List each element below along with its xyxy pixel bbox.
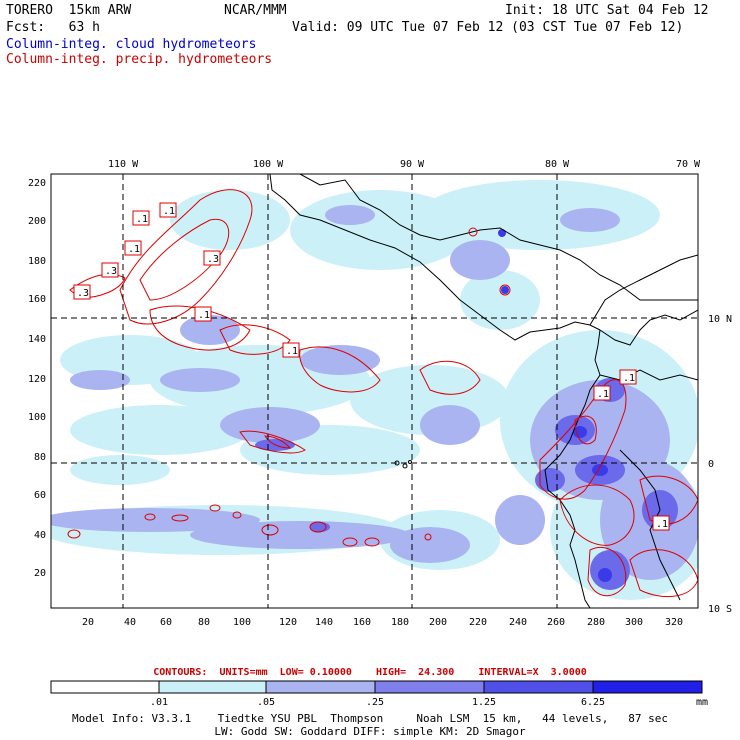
colorbar-segment [50,680,160,694]
field-cloud-title: Column-integ. cloud hydrometeors [6,37,257,52]
contour-interval: INTERVAL=X 3.0000 [478,667,587,678]
map-frame [50,173,699,609]
contour-label-boxes: .1 .1 .1 .3 .3 .3 .1 .1 .1 .1 .1 [73,202,670,531]
x-tick: 40 [124,617,136,628]
x-tick: 60 [160,617,172,628]
colorbar-segment [483,680,594,694]
contour-label: .1 [286,346,298,357]
contour-label: .1 [623,373,635,384]
x-tick: 220 [469,617,487,628]
colorbar-label: 1.25 [472,697,496,708]
model-name: TORERO [6,3,53,18]
field-precip-title: Column-integ. precip. hydrometeors [6,52,273,67]
contour-label: .1 [136,214,148,225]
colorbar-segment [265,680,376,694]
colorbar: .01 .05 .25 1.25 6.25 mm [50,680,708,708]
lon-label: 90 W [400,159,425,170]
fcst-label: Fcst: [6,20,46,35]
contour-units: CONTOURS: UNITS=mm LOW= 0.10000 [153,667,352,678]
lat-lon-grid [51,174,698,608]
contour-high: HIGH= 24.300 [376,667,455,678]
y-tick: 200 [28,216,46,227]
x-tick: 260 [547,617,565,628]
x-tick: 100 [233,617,251,628]
lon-label: 100 W [253,159,284,170]
x-tick: 180 [391,617,409,628]
valid-time: Valid: 09 UTC Tue 07 Feb 12 (03 CST Tue … [292,20,684,35]
x-tick: 200 [429,617,447,628]
colorbar-label: .25 [366,697,384,708]
x-tick: 20 [82,617,94,628]
model-title: TORERO 15km ARW [6,3,131,18]
y-tick: 220 [28,178,46,189]
colorbar-segment [374,680,485,694]
x-tick: 160 [353,617,371,628]
colorbar-label: 6.25 [581,697,605,708]
x-tick: 280 [587,617,605,628]
contour-label: .1 [656,519,668,530]
y-tick: 80 [34,452,46,463]
model-info-line1: Model Info: V3.3.1 Tiedtke YSU PBL Thomp… [71,712,669,725]
x-tick: 320 [665,617,683,628]
fcst-value: 63 h [68,20,100,35]
contour-info: CONTOURS: UNITS=mm LOW= 0.10000 HIGH= 24… [0,667,740,678]
x-tick: 300 [625,617,643,628]
contour-label: .1 [198,310,210,321]
model-resolution: 15km ARW [68,3,132,18]
top-lon-labels: 110 W 100 W 90 W 80 W 70 W [108,159,701,170]
y-tick: 40 [34,530,46,541]
y-tick: 100 [28,412,46,423]
x-tick: 120 [279,617,297,628]
lat-label: 10 S [708,604,732,615]
y-axis-ticks: 220 200 180 160 140 120 100 80 60 40 20 [28,178,46,579]
x-tick: 140 [315,617,333,628]
lon-label: 70 W [676,159,701,170]
colorbar-label: .05 [257,697,275,708]
contour-label: .3 [77,288,89,299]
precip-contours [67,189,698,598]
y-tick: 140 [28,334,46,345]
colorbar-unit: mm [696,697,708,708]
contour-label: .1 [163,206,175,217]
lat-label: 0 [708,459,714,470]
y-tick: 20 [34,568,46,579]
model-info-line2: LW: Godd SW: Goddard DIFF: simple KM: 2D… [214,725,526,738]
contour-label: .1 [128,244,140,255]
y-tick: 60 [34,490,46,501]
x-tick: 240 [509,617,527,628]
colorbar-segment [158,680,267,694]
colorbar-label: .01 [150,697,168,708]
y-tick: 180 [28,256,46,267]
y-tick: 160 [28,294,46,305]
x-axis-ticks: 20 40 60 80 100 120 140 160 180 200 220 … [82,617,683,628]
y-tick: 120 [28,374,46,385]
lat-label: 10 N [708,314,732,325]
contour-label: .3 [105,266,117,277]
lon-label: 110 W [108,159,139,170]
right-lat-labels: 10 N 0 10 S [708,314,732,615]
contour-label: .1 [597,389,609,400]
forecast-hour: Fcst: 63 h [6,20,100,35]
org-label: NCAR/MMM [224,3,287,18]
x-tick: 80 [198,617,210,628]
init-time: Init: 18 UTC Sat 04 Feb 12 [505,3,709,18]
contour-label: .3 [207,254,219,265]
colorbar-segment [592,680,703,694]
lon-label: 80 W [545,159,570,170]
